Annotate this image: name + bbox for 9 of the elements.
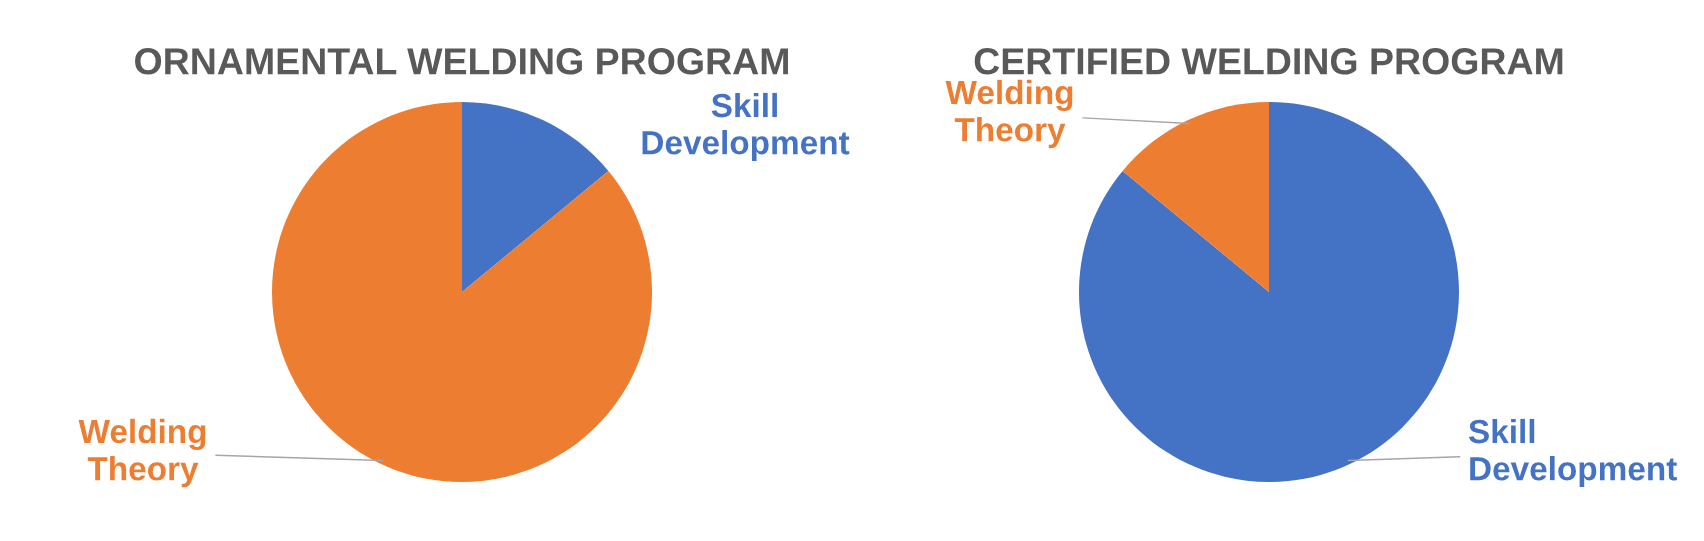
slice-label: Welding Theory: [78, 418, 206, 488]
pie-slice: [1079, 102, 1459, 482]
slice-label: Welding Theory: [945, 79, 1073, 149]
chart-title: CERTIFIED WELDING PROGRAM: [974, 48, 1563, 75]
pie-slice: [1122, 102, 1269, 292]
slice-label: Skill Development: [642, 92, 850, 162]
slice-label: Skill Development: [1468, 418, 1677, 488]
chart-title: ORNAMENTAL WELDING PROGRAM: [135, 48, 788, 75]
pie-slice: [462, 102, 609, 292]
